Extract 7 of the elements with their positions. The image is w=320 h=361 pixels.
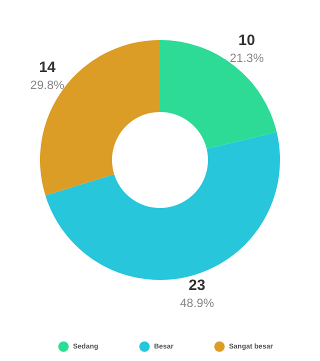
donut-slice xyxy=(45,132,280,280)
text: 48.9% xyxy=(180,296,214,310)
text: 21.3% xyxy=(230,51,264,66)
data-label: 14 xyxy=(38,58,56,76)
data-label: 23 xyxy=(188,277,206,294)
text: 29.8% xyxy=(30,78,65,92)
data-label: 10 xyxy=(238,32,256,50)
